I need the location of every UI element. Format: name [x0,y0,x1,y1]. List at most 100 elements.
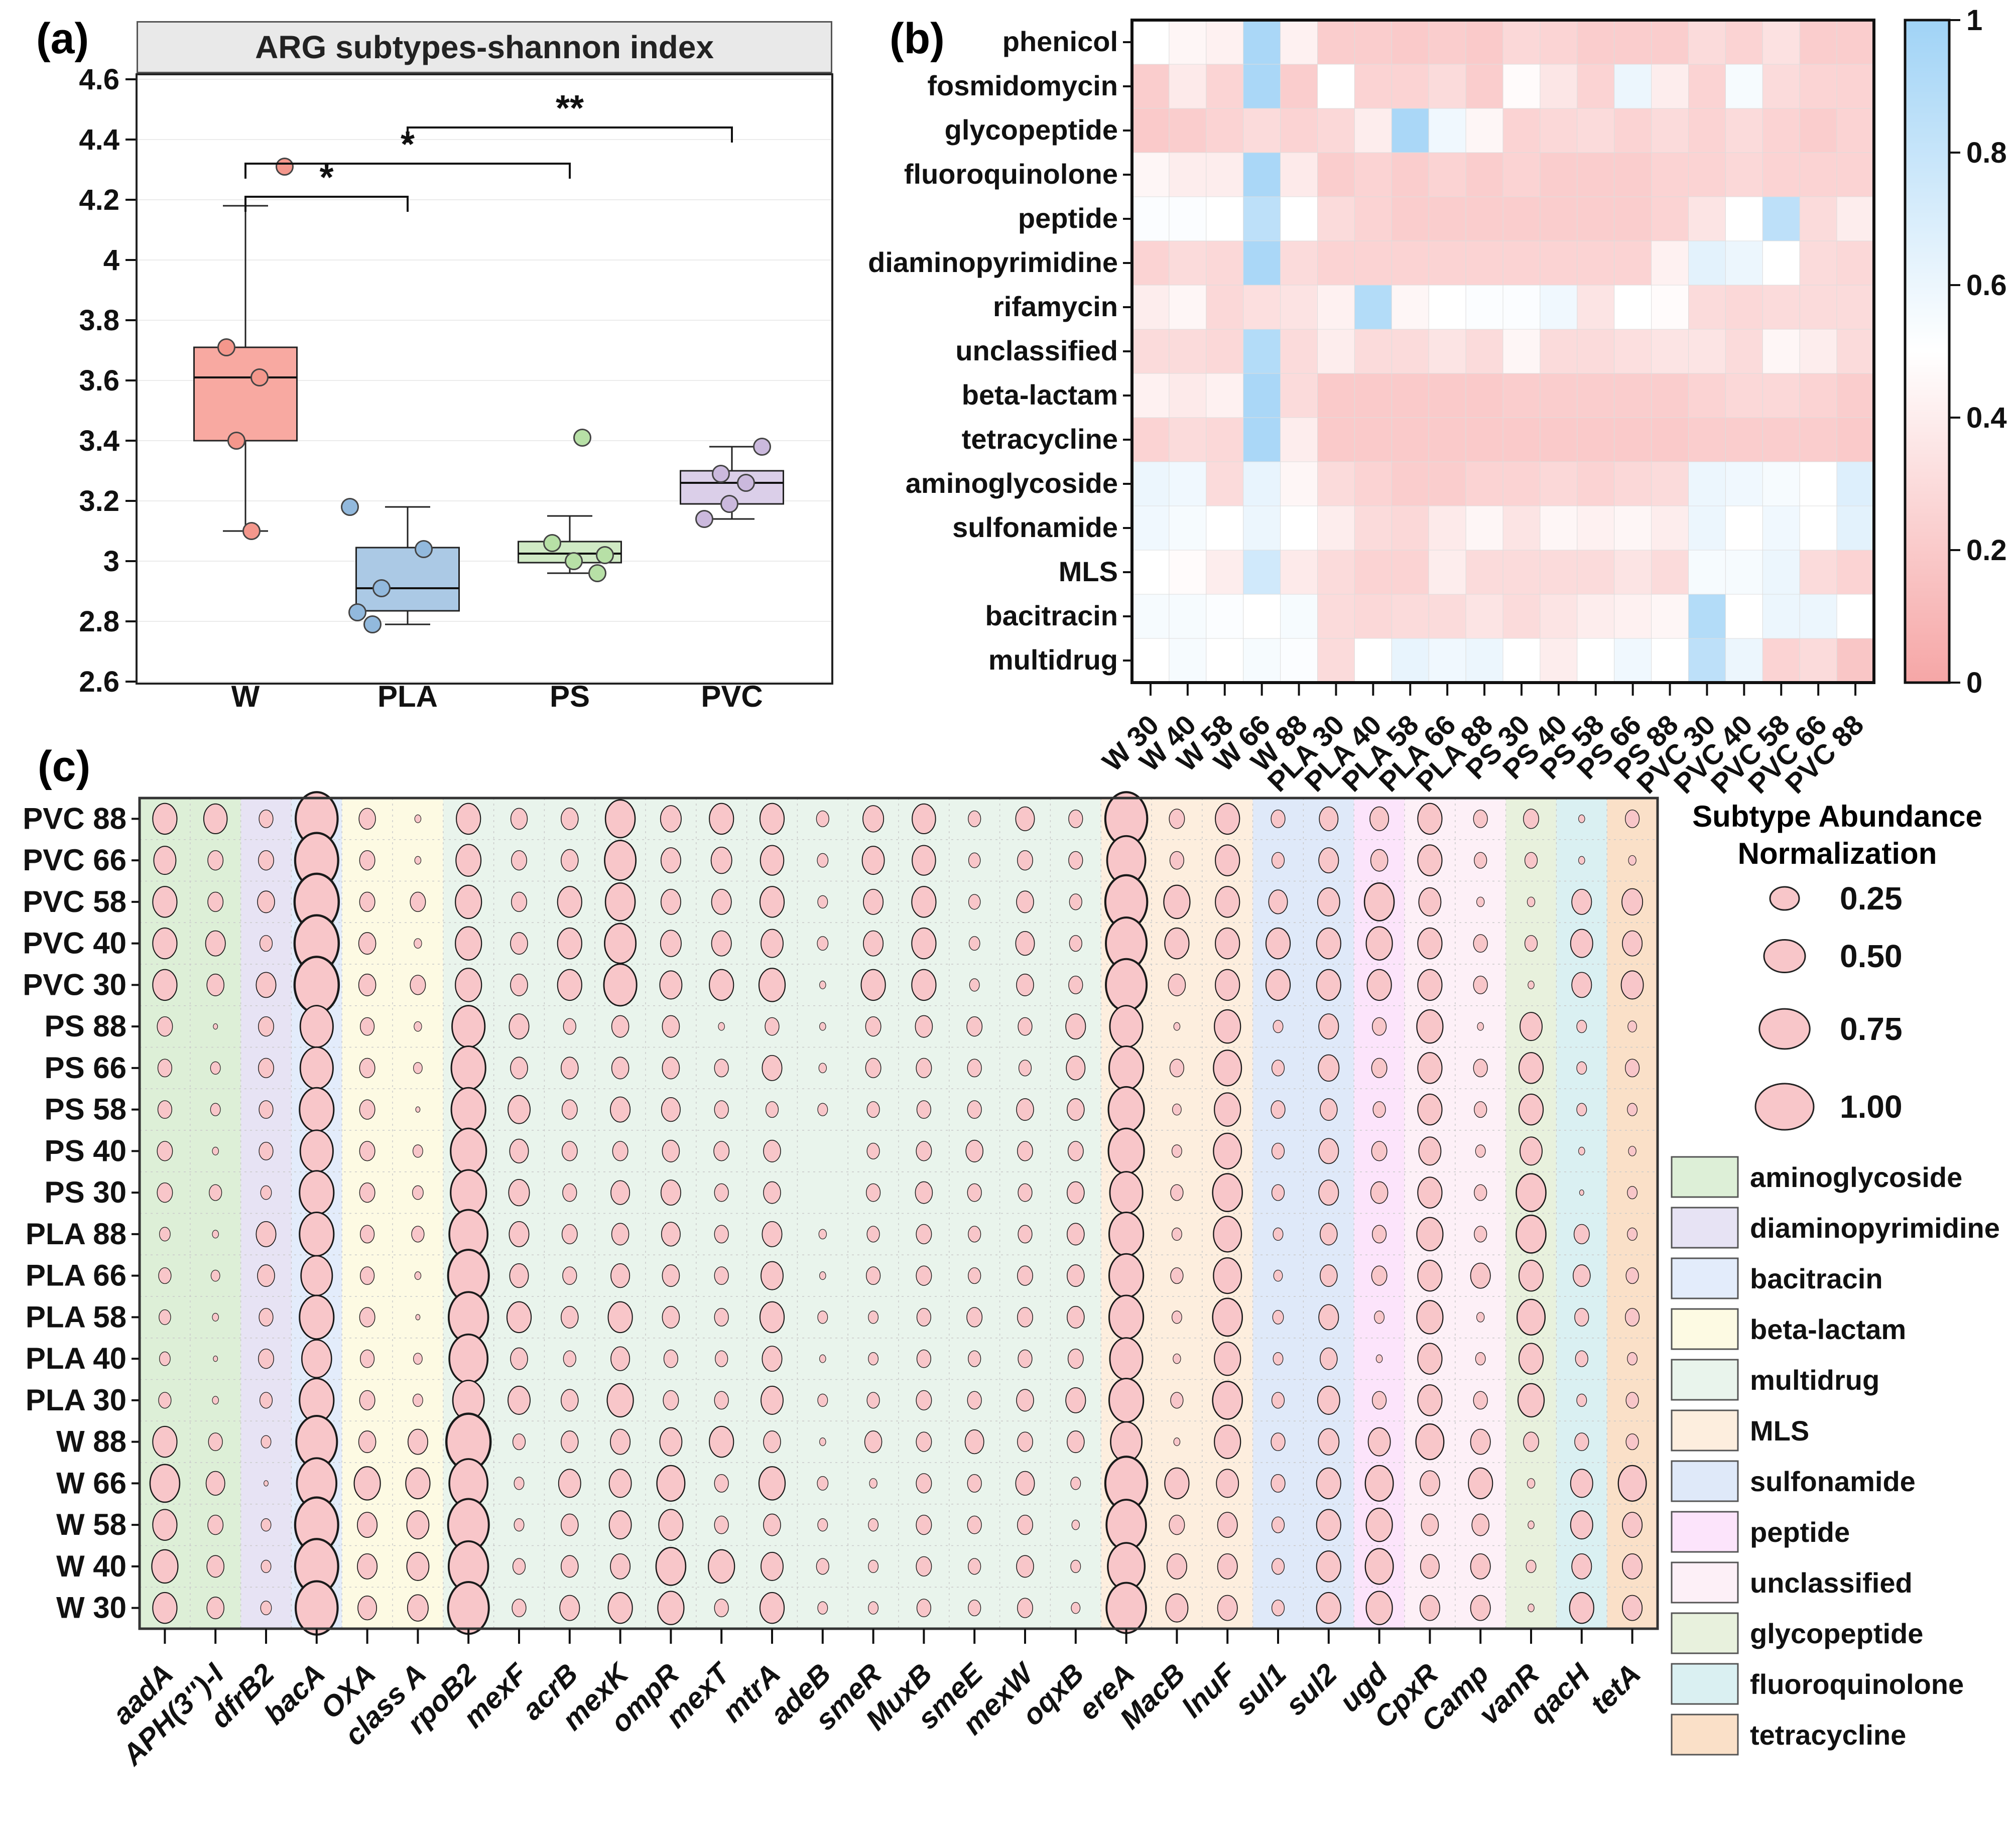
bubble [968,1600,981,1617]
bubble [610,1346,631,1371]
bubble [759,886,785,918]
gene-label: qacH [1523,1657,1597,1731]
heatmap-cell [1725,505,1763,551]
bubble [863,930,884,957]
heatmap-cell [1540,550,1578,595]
bubble [1473,934,1488,953]
bubble [412,1185,424,1200]
bubble [1318,1179,1339,1206]
heatmap-cell [1651,329,1689,374]
bubble [661,1222,681,1247]
bubble [1271,809,1286,828]
legend-category-swatch [1671,1156,1739,1198]
bubble [1518,1343,1544,1375]
data-point [737,474,755,492]
box-W [193,346,298,442]
heatmap-cell [1725,550,1763,595]
bubble [1108,1377,1145,1423]
bubble [1213,1257,1242,1294]
bubble [967,1474,982,1493]
bubble [256,972,277,998]
bubble [916,1390,932,1410]
boxplot-title-band: ARG subtypes-shannon index [137,21,832,73]
bubble [360,1017,375,1036]
bubble [663,1349,678,1368]
bubble [1316,1509,1341,1541]
bubble [561,1141,578,1161]
bubble [301,1339,332,1378]
bubble [358,932,376,955]
heatmap-cell [1169,594,1207,639]
bubble [1271,1516,1285,1533]
y-tick-label: 3.4 [79,425,119,457]
heatmap-cell [1577,329,1615,374]
heatmap-cell [1465,417,1503,462]
bubble [258,1058,274,1078]
bubble [562,1183,577,1202]
bubble [1528,1604,1535,1613]
bubble [1475,1144,1486,1158]
heatmap-row-label: fluoroquinolone [904,158,1118,190]
legend-category-label: diaminopyrimidine [1750,1212,2000,1244]
bubble [662,1139,680,1162]
bubble [864,1430,883,1454]
heatmap-cell [1577,373,1615,418]
bubble [866,1183,881,1202]
bubble [359,1390,375,1410]
bubble-row-label: PS 40 [45,1134,127,1167]
data-point [250,368,269,386]
heatmap-cell [1725,64,1763,109]
colorbar-tick-label: 0.4 [1966,402,2007,434]
heatmap-cell [1540,461,1578,506]
heatmap-cell [1614,505,1652,551]
bubble [1571,1553,1592,1580]
bubble [300,1255,333,1296]
bubble [1372,1225,1387,1244]
bubble [360,1225,375,1244]
heatmap-cell [1614,64,1652,109]
y-tick-label: 3 [103,545,119,578]
bubble [406,1551,430,1581]
heatmap-cell [1169,108,1207,153]
heatmap-cell [1169,638,1207,683]
bubble [912,845,936,876]
bubble [359,1183,375,1203]
bubble [866,1101,880,1118]
heatmap-cell [1354,285,1392,330]
bubble [916,1224,932,1244]
heatmap-cell [1169,329,1207,374]
bubble [1573,1224,1590,1244]
heatmap-border [1130,19,1875,684]
heatmap-cell [1688,108,1726,153]
bubble [455,884,482,919]
data-point [348,603,366,621]
bubble [1374,1310,1385,1324]
bubble [1471,1513,1490,1536]
bubble [608,1469,632,1498]
heatmap-cell [1836,64,1874,109]
bubble [816,1558,829,1575]
heatmap-cell [1280,594,1318,639]
bubble [359,1307,375,1328]
heatmap-cell [1169,550,1207,595]
bubble [1574,1307,1589,1327]
bubble [714,1100,729,1119]
heatmap-cell [1651,505,1689,551]
heatmap-cell [1131,638,1170,683]
heatmap-cell [1465,329,1503,374]
heatmap-cell [1131,285,1170,330]
heatmap-cell [1243,152,1281,197]
bubble [1528,980,1535,989]
bubble-row-label: PVC 40 [23,927,127,960]
data-point [573,429,591,447]
bubble [1576,1061,1587,1075]
data-point [276,158,294,176]
bubble [762,1221,783,1247]
bubble [1622,930,1643,957]
heatmap-cell [1391,285,1429,330]
y-tick-label: 4.6 [79,63,119,96]
heatmap-cell [1799,417,1837,462]
bubble [967,1183,982,1202]
heatmap-cell [1540,638,1578,683]
heatmap-cell [1131,461,1170,506]
